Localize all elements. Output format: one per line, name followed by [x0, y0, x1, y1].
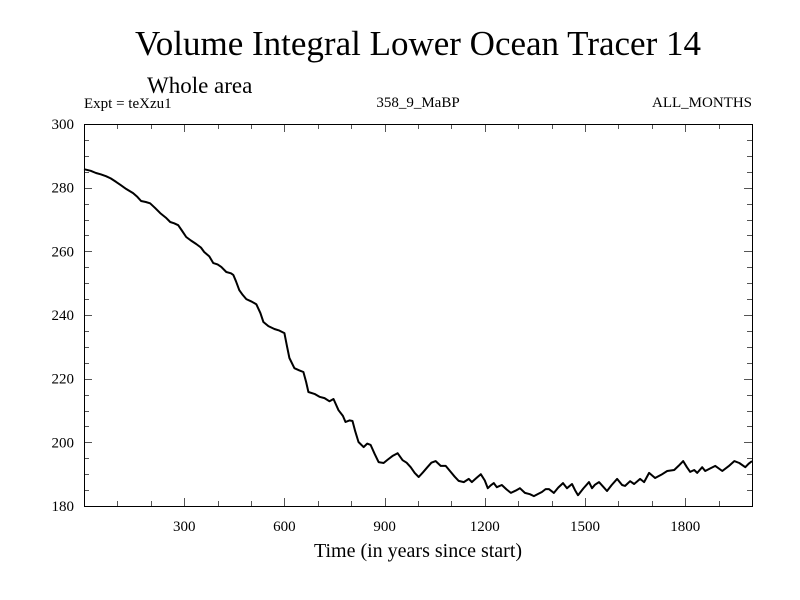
experiment-label: Expt = teXzu1: [84, 96, 172, 112]
y-tick-label: 300: [52, 117, 75, 133]
x-tick-label: 900: [373, 519, 396, 535]
chart-title: Volume Integral Lower Ocean Tracer 14: [135, 24, 701, 63]
x-tick-label: 1500: [570, 519, 600, 535]
y-tick-label: 180: [52, 499, 75, 515]
y-tick-labels: 180 200 220 240 260 280 300: [52, 117, 75, 515]
x-tick-labels: 300 600 900 1200 1500 1800: [173, 519, 700, 535]
series-line: [83, 168, 753, 498]
axis-ticks: [84, 124, 752, 506]
plot-frame: [84, 124, 753, 507]
x-tick-label: 300: [173, 519, 196, 535]
x-tick-label: 600: [273, 519, 296, 535]
chart-subtitle: Whole area: [147, 73, 252, 98]
y-tick-label: 240: [52, 308, 75, 324]
y-tick-label: 260: [52, 244, 75, 260]
y-tick-label: 280: [52, 181, 75, 197]
months-label: ALL_MONTHS: [652, 95, 752, 111]
y-tick-label: 220: [52, 372, 75, 388]
x-tick-label: 1800: [670, 519, 700, 535]
x-axis-label: Time (in years since start): [314, 540, 522, 562]
period-label: 358_9_MaBP: [376, 95, 459, 111]
x-tick-label: 1200: [470, 519, 500, 535]
y-tick-label: 200: [52, 435, 75, 451]
